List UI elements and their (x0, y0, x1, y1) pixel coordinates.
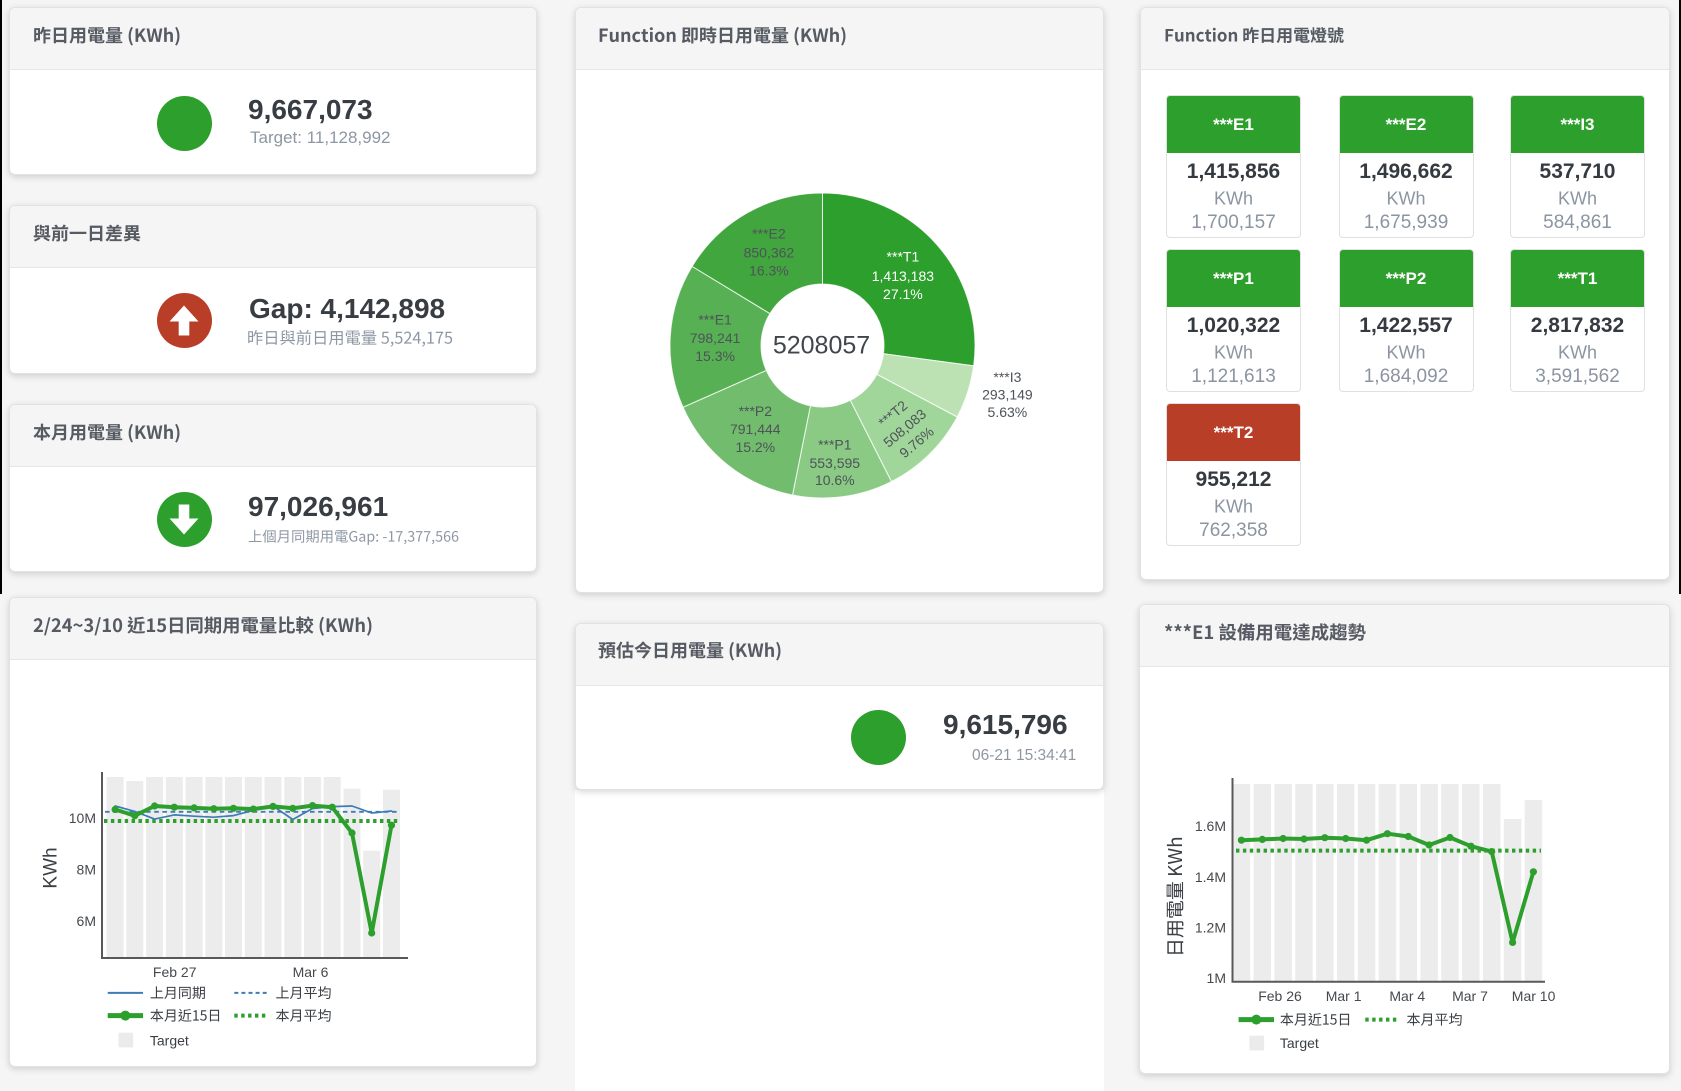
svg-text:1M: 1M (1207, 970, 1226, 986)
svg-text:Mar 4: Mar 4 (1389, 988, 1425, 1004)
svg-text:Mar 6: Mar 6 (293, 964, 329, 980)
svg-text:8M: 8M (77, 862, 96, 878)
svg-text:15.3%: 15.3% (695, 348, 735, 364)
svg-text:Feb 26: Feb 26 (1258, 988, 1302, 1004)
svg-text:Target: Target (150, 1033, 189, 1049)
svg-text:***E1: ***E1 (698, 312, 732, 328)
svg-text:798,241: 798,241 (690, 330, 741, 346)
svg-text:5208057: 5208057 (773, 332, 870, 360)
svg-text:553,595: 553,595 (809, 455, 860, 471)
svg-text:***P2: ***P2 (739, 403, 773, 419)
svg-text:***I3: ***I3 (993, 369, 1021, 385)
svg-text:850,362: 850,362 (744, 245, 795, 261)
svg-text:***E2: ***E2 (752, 226, 786, 242)
svg-text:***T1: ***T1 (887, 249, 920, 265)
svg-text:***P1: ***P1 (818, 437, 852, 453)
svg-text:1.6M: 1.6M (1195, 818, 1226, 834)
svg-text:10M: 10M (69, 810, 96, 826)
svg-text:27.1%: 27.1% (883, 286, 923, 302)
svg-text:5.63%: 5.63% (988, 404, 1028, 420)
svg-text:6M: 6M (77, 913, 96, 929)
svg-text:15.2%: 15.2% (735, 439, 775, 455)
svg-text:Mar 7: Mar 7 (1452, 988, 1488, 1004)
svg-text:16.3%: 16.3% (749, 263, 789, 279)
svg-text:293,149: 293,149 (982, 387, 1033, 403)
svg-text:KWh: KWh (41, 847, 62, 888)
svg-text:791,444: 791,444 (730, 421, 781, 437)
svg-text:Feb 27: Feb 27 (153, 964, 197, 980)
svg-text:10.6%: 10.6% (815, 472, 855, 488)
svg-text:1.4M: 1.4M (1195, 869, 1226, 885)
svg-text:Mar 10: Mar 10 (1512, 988, 1556, 1004)
svg-text:1,413,183: 1,413,183 (872, 268, 934, 284)
svg-text:Target: Target (1280, 1035, 1319, 1051)
svg-text:Mar 1: Mar 1 (1326, 988, 1362, 1004)
svg-text:1.2M: 1.2M (1195, 920, 1226, 936)
